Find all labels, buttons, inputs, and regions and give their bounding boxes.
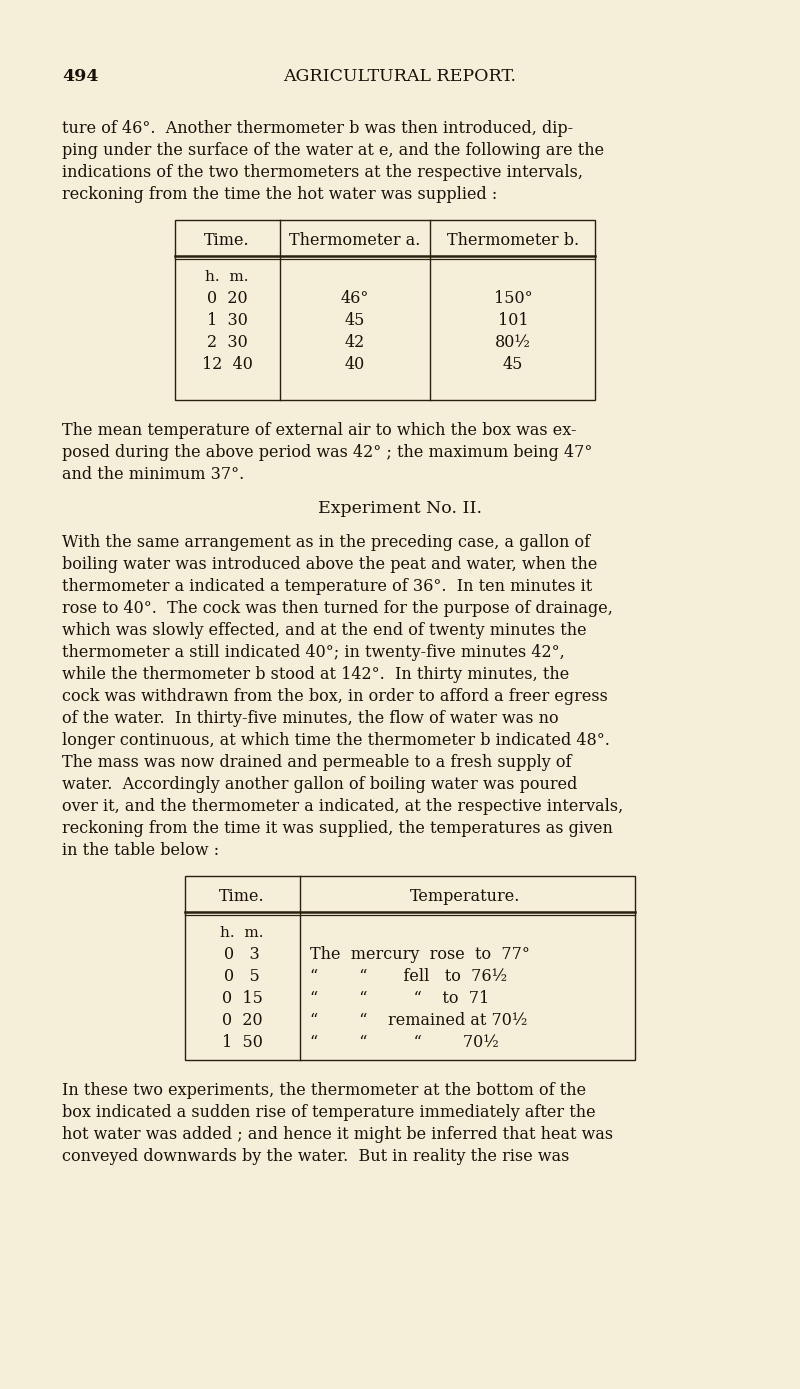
Text: “        “         “    to  71: “ “ “ to 71 [310,990,490,1007]
Text: Temperature.: Temperature. [410,888,520,906]
Text: 101: 101 [498,313,528,329]
Text: 1  50: 1 50 [222,1033,262,1051]
Text: 2  30: 2 30 [206,333,247,351]
Text: and the minimum 37°.: and the minimum 37°. [62,465,244,483]
Text: Thermometer b.: Thermometer b. [447,232,579,249]
Text: 0  20: 0 20 [222,1013,262,1029]
Bar [175,219,595,400]
Text: in the table below :: in the table below : [62,842,219,858]
Text: 0   5: 0 5 [224,968,260,985]
Text: The mass was now drained and permeable to a fresh supply of: The mass was now drained and permeable t… [62,754,571,771]
Text: 0   3: 0 3 [224,946,260,963]
Text: over it, and the thermometer a indicated, at the respective intervals,: over it, and the thermometer a indicated… [62,799,623,815]
Text: boiling water was introduced above the peat and water, when the: boiling water was introduced above the p… [62,556,598,574]
Text: h.  m.: h. m. [220,926,264,940]
Text: thermometer a still indicated 40°; in twenty-five minutes 42°,: thermometer a still indicated 40°; in tw… [62,644,565,661]
Text: Time.: Time. [204,232,250,249]
Text: of the water.  In thirty-five minutes, the flow of water was no: of the water. In thirty-five minutes, th… [62,710,558,726]
Text: longer continuous, at which time the thermometer b indicated 48°.: longer continuous, at which time the the… [62,732,610,749]
Text: 494: 494 [62,68,98,85]
Text: 45: 45 [345,313,365,329]
Text: 46°: 46° [341,290,369,307]
Text: reckoning from the time it was supplied, the temperatures as given: reckoning from the time it was supplied,… [62,820,613,838]
Text: 150°: 150° [494,290,532,307]
Text: 42: 42 [345,333,365,351]
Text: 12  40: 12 40 [202,356,253,374]
Bar [185,876,635,1060]
Text: hot water was added ; and hence it might be inferred that heat was: hot water was added ; and hence it might… [62,1126,613,1143]
Text: The mean temperature of external air to which the box was ex-: The mean temperature of external air to … [62,422,577,439]
Text: water.  Accordingly another gallon of boiling water was poured: water. Accordingly another gallon of boi… [62,776,578,793]
Text: The  mercury  rose  to  77°: The mercury rose to 77° [310,946,530,963]
Text: h.  m.: h. m. [206,269,249,283]
Text: 80½: 80½ [495,333,531,351]
Text: Time.: Time. [219,888,265,906]
Text: posed during the above period was 42° ; the maximum being 47°: posed during the above period was 42° ; … [62,444,592,461]
Text: 1  30: 1 30 [206,313,247,329]
Text: “        “       fell   to  76½: “ “ fell to 76½ [310,968,507,985]
Text: ture of 46°.  Another thermometer b was then introduced, dip-: ture of 46°. Another thermometer b was t… [62,119,573,138]
Text: while the thermometer b stood at 142°.  In thirty minutes, the: while the thermometer b stood at 142°. I… [62,665,570,683]
Text: reckoning from the time the hot water was supplied :: reckoning from the time the hot water wa… [62,186,498,203]
Text: “        “         “        70½: “ “ “ 70½ [310,1033,498,1051]
Text: “        “    remained at 70½: “ “ remained at 70½ [310,1013,527,1029]
Text: indications of the two thermometers at the respective intervals,: indications of the two thermometers at t… [62,164,583,181]
Text: 0  15: 0 15 [222,990,262,1007]
Text: thermometer a indicated a temperature of 36°.  In ten minutes it: thermometer a indicated a temperature of… [62,578,592,594]
Text: Thermometer a.: Thermometer a. [290,232,421,249]
Text: which was slowly effected, and at the end of twenty minutes the: which was slowly effected, and at the en… [62,622,586,639]
Text: ping under the surface of the water at e, and the following are the: ping under the surface of the water at e… [62,142,604,158]
Text: 45: 45 [503,356,523,374]
Text: 40: 40 [345,356,365,374]
Text: Experiment No. II.: Experiment No. II. [318,500,482,517]
Text: box indicated a sudden rise of temperature immediately after the: box indicated a sudden rise of temperatu… [62,1104,596,1121]
Text: rose to 40°.  The cock was then turned for the purpose of drainage,: rose to 40°. The cock was then turned fo… [62,600,613,617]
Text: In these two experiments, the thermometer at the bottom of the: In these two experiments, the thermomete… [62,1082,586,1099]
Text: conveyed downwards by the water.  But in reality the rise was: conveyed downwards by the water. But in … [62,1147,570,1165]
Text: AGRICULTURAL REPORT.: AGRICULTURAL REPORT. [283,68,517,85]
Text: 0  20: 0 20 [206,290,247,307]
Text: cock was withdrawn from the box, in order to afford a freer egress: cock was withdrawn from the box, in orde… [62,688,608,706]
Text: With the same arrangement as in the preceding case, a gallon of: With the same arrangement as in the prec… [62,533,590,551]
